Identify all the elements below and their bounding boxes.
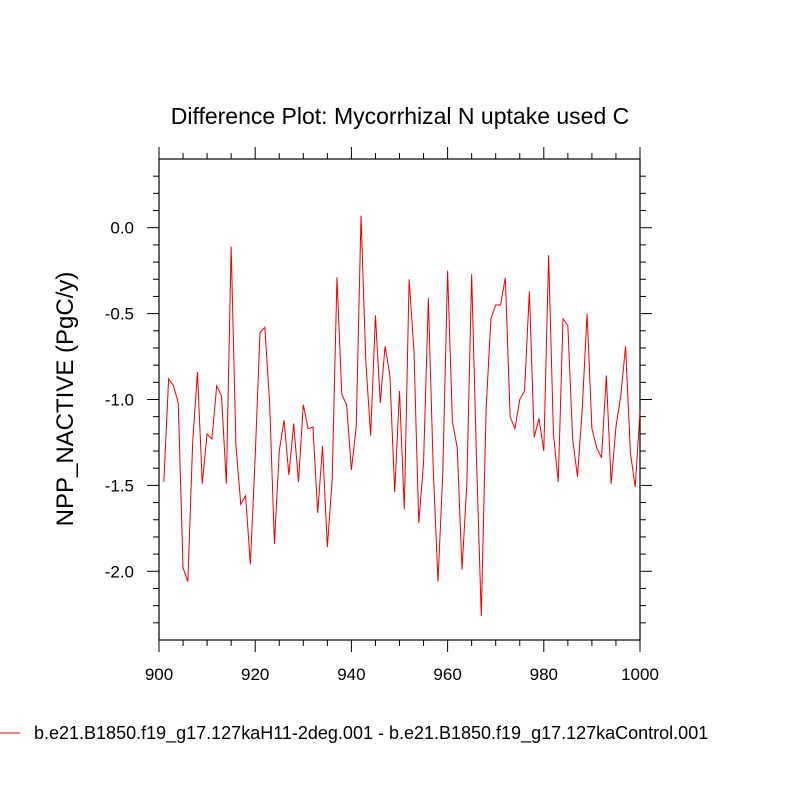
chart-title: Difference Plot: Mycorrhizal N uptake us… <box>171 103 630 129</box>
series-line <box>163 215 641 616</box>
y-tick-label: -2.0 <box>105 562 134 581</box>
axis-tick-labels: 900 920 940 960 980 1000 0.0 -0.5 -1.0 -1.5 -2.0 <box>105 219 659 684</box>
x-tick-label: 940 <box>337 665 365 684</box>
y-tick-label: -0.5 <box>105 305 134 324</box>
series-group <box>163 215 641 616</box>
y-tick-label: 0.0 <box>110 219 134 238</box>
x-tick-label: 1000 <box>621 665 659 684</box>
y-axis-label: NPP_NACTIVE (PgC/y) <box>52 272 79 527</box>
x-tick-label: 960 <box>433 665 461 684</box>
legend: b.e21.B1850.f19_g17.127kaH11-2deg.001 - … <box>0 723 708 744</box>
axis-ticks <box>147 147 652 652</box>
x-tick-label: 980 <box>530 665 558 684</box>
x-tick-label: 900 <box>145 665 173 684</box>
y-tick-label: -1.5 <box>105 476 134 495</box>
legend-label: b.e21.B1850.f19_g17.127kaH11-2deg.001 - … <box>34 723 708 744</box>
x-tick-label: 920 <box>241 665 269 684</box>
y-tick-label: -1.0 <box>105 391 134 410</box>
